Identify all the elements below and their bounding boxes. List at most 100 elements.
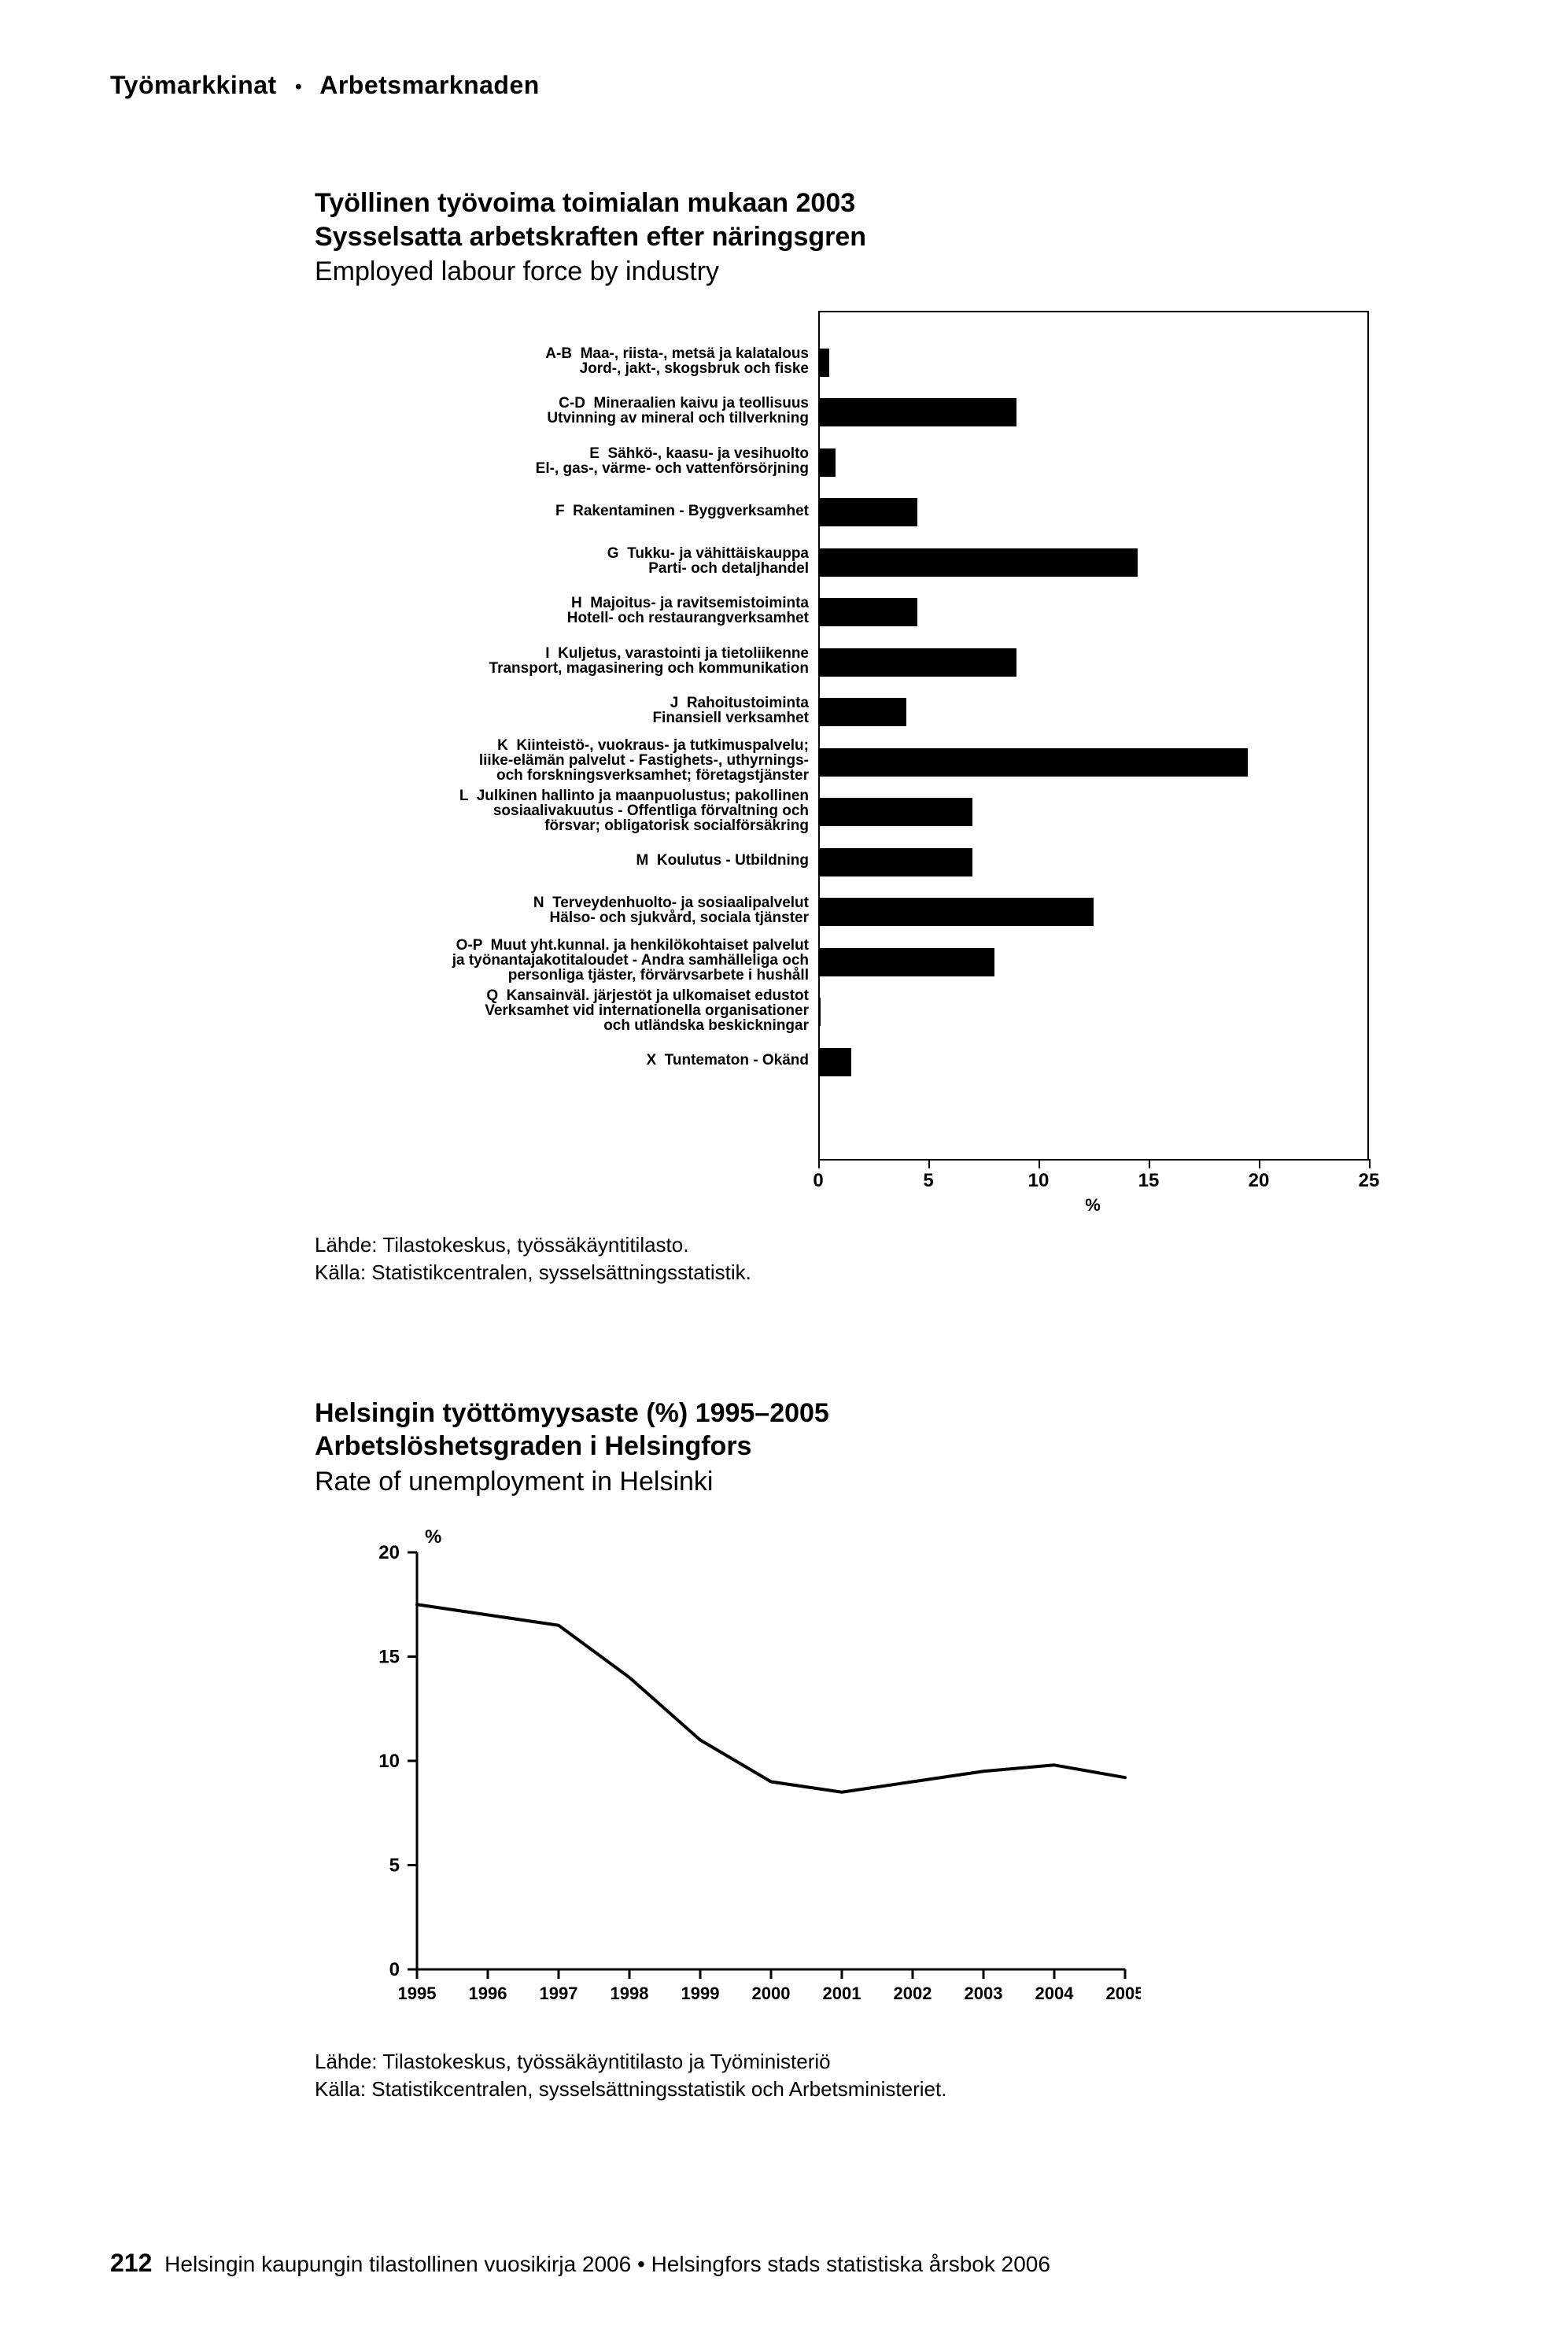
bar-xtick xyxy=(1149,1159,1150,1168)
bar-chart-labels: A-B Maa-, riista-, metsä ja kalatalousJo… xyxy=(315,311,818,1161)
bar-xtick xyxy=(928,1159,930,1168)
bar xyxy=(818,798,972,826)
bar-chart-title-en: Employed labour force by industry xyxy=(315,256,1377,287)
svg-text:15: 15 xyxy=(378,1646,400,1667)
bar xyxy=(818,698,906,726)
bar-chart-source-sv: Källa: Statistikcentralen, sysselsättnin… xyxy=(315,1259,1377,1286)
header-right: Arbetsmarknaden xyxy=(319,71,540,99)
page-footer: 212 Helsingin kaupungin tilastollinen vu… xyxy=(110,2249,1050,2278)
bar-category-label: A-B Maa-, riista-, metsä ja kalatalousJo… xyxy=(315,336,818,386)
bar-xtick-label: 15 xyxy=(1138,1170,1160,1192)
bar-xtick-label: 25 xyxy=(1359,1170,1380,1192)
bar-xaxis-title: % xyxy=(1085,1195,1101,1216)
svg-text:20: 20 xyxy=(378,1542,400,1563)
bar-slot xyxy=(818,737,1248,788)
bar-xtick xyxy=(1369,1159,1371,1168)
bar-slot xyxy=(818,887,1094,937)
bar-slot xyxy=(818,437,836,488)
bar-slot xyxy=(818,687,906,737)
bar xyxy=(818,748,1248,777)
bar-category-label: E Sähkö-, kaasu- ja vesihuoltoEl-, gas-,… xyxy=(315,436,818,486)
line-chart-source: Lähde: Tilastokeskus, työssäkäyntitilast… xyxy=(315,2048,1377,2103)
bar-slot xyxy=(818,487,917,537)
bar-slot xyxy=(818,537,1138,588)
bar-slot xyxy=(818,637,1016,688)
bar-slot xyxy=(818,987,821,1037)
svg-text:1996: 1996 xyxy=(469,1984,507,2003)
line-chart-source-sv: Källa: Statistikcentralen, sysselsättnin… xyxy=(315,2076,1377,2103)
bar-xtick-label: 5 xyxy=(923,1170,933,1192)
bar xyxy=(818,598,917,626)
header-left: Työmarkkinat xyxy=(110,71,277,99)
bar-category-label: X Tuntematon - Okänd xyxy=(315,1035,818,1086)
bar-category-label: G Tukku- ja vähittäiskauppaParti- och de… xyxy=(315,536,818,586)
page: Työmarkkinat • Arbetsmarknaden Työllinen… xyxy=(0,0,1568,2325)
page-number: 212 xyxy=(110,2249,152,2277)
bar-xtick xyxy=(1039,1159,1040,1168)
bar-xtick xyxy=(818,1159,820,1168)
bar-category-label: Q Kansainväl. järjestöt ja ulkomaiset ed… xyxy=(315,985,818,1035)
bar-chart-title-sv: Sysselsatta arbetskraften efter näringsg… xyxy=(315,220,1377,254)
svg-text:1995: 1995 xyxy=(398,1984,437,2003)
svg-text:5: 5 xyxy=(389,1854,400,1876)
line-chart: 0 5 10 15 20% 1995 1996 1997 1998 1999 2000 2001 200… xyxy=(362,1521,1377,2017)
bar-category-label: H Majoitus- ja ravitsemistoimintaHotell-… xyxy=(315,585,818,636)
svg-text:2002: 2002 xyxy=(894,1984,932,2003)
line-chart-wrap: 0 5 10 15 20% 1995 1996 1997 1998 1999 2000 2001 200… xyxy=(362,1521,1377,2017)
bar-chart-title-fi: Työllinen työvoima toimialan mukaan 2003 xyxy=(315,186,1377,220)
page-header: Työmarkkinat • Arbetsmarknaden xyxy=(110,71,1458,100)
bar xyxy=(818,648,1016,677)
bar-slot xyxy=(818,587,917,637)
bar-category-label: M Koulutus - Utbildning xyxy=(315,836,818,886)
bar xyxy=(818,1048,851,1076)
svg-text:1998: 1998 xyxy=(611,1984,649,2003)
line-chart-svg: 0 5 10 15 20% 1995 1996 1997 1998 1999 2000 2001 200… xyxy=(362,1521,1141,2017)
svg-text:10: 10 xyxy=(378,1751,400,1772)
bar-xtick-label: 20 xyxy=(1249,1170,1270,1192)
line-chart-title-sv: Arbetslöshetsgraden i Helsingfors xyxy=(315,1430,1377,1463)
bar-category-label: J RahoitustoimintaFinansiell verksamhet xyxy=(315,685,818,736)
bar-slot xyxy=(818,937,994,987)
bar xyxy=(818,998,821,1026)
bar-category-label: O-P Muut yht.kunnal. ja henkilökohtaiset… xyxy=(315,936,818,986)
bar-slot xyxy=(818,338,829,388)
content-area: Työllinen työvoima toimialan mukaan 2003… xyxy=(315,186,1377,2103)
svg-text:2005: 2005 xyxy=(1106,1984,1141,2003)
bar-xtick-label: 10 xyxy=(1028,1170,1050,1192)
svg-text:2001: 2001 xyxy=(823,1984,861,2003)
bar-xtick-label: 0 xyxy=(813,1170,823,1192)
bar-slot xyxy=(818,787,972,837)
bar-category-label: C-D Mineraalien kaivu ja teollisuusUtvin… xyxy=(315,386,818,436)
bar xyxy=(818,398,1016,426)
bar-chart-source-fi: Lähde: Tilastokeskus, työssäkäyntitilast… xyxy=(315,1231,1377,1259)
bar xyxy=(818,948,994,976)
bar xyxy=(818,548,1138,577)
svg-text:2004: 2004 xyxy=(1035,1984,1075,2003)
bar-category-label: I Kuljetus, varastointi ja tietoliikenne… xyxy=(315,636,818,686)
svg-text:2000: 2000 xyxy=(752,1984,791,2003)
bar-xtick xyxy=(1259,1159,1260,1168)
bar-slot xyxy=(818,837,972,888)
line-chart-source-fi: Lähde: Tilastokeskus, työssäkäyntitilast… xyxy=(315,2048,1377,2076)
bar-category-label: N Terveydenhuolto- ja sosiaalipalvelutHä… xyxy=(315,885,818,936)
footer-text: Helsingin kaupungin tilastollinen vuosik… xyxy=(164,2252,1050,2276)
bar-category-label: L Julkinen hallinto ja maanpuolustus; pa… xyxy=(315,785,818,836)
svg-text:0: 0 xyxy=(389,1959,400,1980)
bar-chart-block: Työllinen työvoima toimialan mukaan 2003… xyxy=(315,186,1377,1286)
svg-text:1999: 1999 xyxy=(681,1984,720,2003)
line-chart-block: Helsingin työttömyysaste (%) 1995–2005 A… xyxy=(315,1397,1377,2103)
svg-text:2003: 2003 xyxy=(965,1984,1003,2003)
bar xyxy=(818,498,917,526)
bar-chart-plot: 0510152025% xyxy=(818,311,1369,1161)
bar-chart-source: Lähde: Tilastokeskus, työssäkäyntitilast… xyxy=(315,1231,1377,1286)
bar-chart: A-B Maa-, riista-, metsä ja kalatalousJo… xyxy=(315,311,1377,1161)
bar-slot xyxy=(818,1037,851,1087)
bar-category-label: F Rakentaminen - Byggverksamhet xyxy=(315,485,818,536)
bar xyxy=(818,448,836,477)
bar xyxy=(818,349,829,377)
bar xyxy=(818,898,1094,926)
line-chart-title-en: Rate of unemployment in Helsinki xyxy=(315,1467,1377,1497)
svg-text:1997: 1997 xyxy=(540,1984,578,2003)
svg-text:%: % xyxy=(425,1526,441,1548)
line-chart-title-fi: Helsingin työttömyysaste (%) 1995–2005 xyxy=(315,1397,1377,1430)
